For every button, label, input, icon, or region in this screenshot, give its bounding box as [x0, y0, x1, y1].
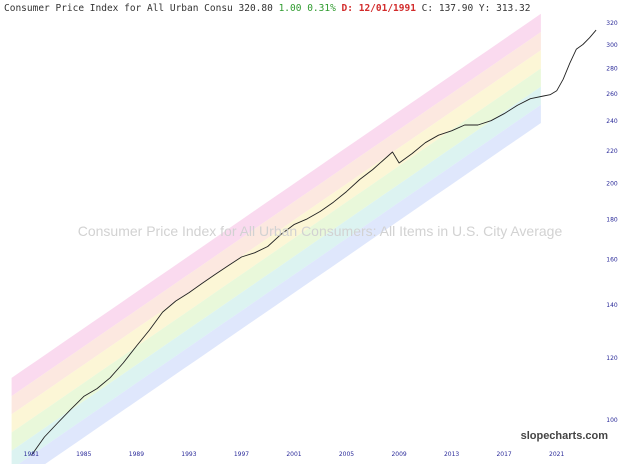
- x-tick-label: 2005: [339, 451, 354, 458]
- close-value: 137.90: [438, 3, 474, 14]
- rainbow-band-stripe: [11, 68, 541, 451]
- x-tick-label: 1989: [129, 451, 144, 458]
- rainbow-band-stripe: [11, 50, 541, 433]
- y-value: 313.32: [496, 3, 531, 14]
- y-tick-label: 160: [606, 257, 618, 264]
- price-change: 1.00: [278, 3, 302, 14]
- y-tick-label: 240: [606, 118, 618, 125]
- y-tick-label: 180: [606, 216, 618, 223]
- close-label: C:: [421, 3, 434, 14]
- cpi-series-line: [30, 29, 597, 456]
- price-change-percent: 0.31%: [307, 3, 336, 14]
- rainbow-band-stripe: [11, 32, 541, 415]
- y-tick-label: 140: [606, 302, 618, 309]
- y-tick-label: 200: [606, 180, 618, 187]
- rainbow-band-stripe: [11, 86, 541, 468]
- series-path: [30, 29, 597, 456]
- y-tick-label: 320: [606, 20, 618, 27]
- x-tick-label: 2021: [549, 451, 564, 458]
- rainbow-band-stripe: [12, 104, 541, 468]
- x-tick-label: 1997: [234, 451, 249, 458]
- y-tick-label: 120: [606, 355, 618, 362]
- cursor-date: 12/01/1991: [358, 3, 416, 14]
- date-label: D:: [341, 3, 353, 14]
- y-tick-label: 280: [606, 66, 618, 73]
- x-tick-label: 1993: [181, 451, 196, 458]
- last-price: 320.80: [238, 3, 273, 14]
- x-tick-label: 2013: [444, 451, 459, 458]
- rainbow-band: [11, 13, 541, 468]
- y-tick-label: 300: [606, 42, 618, 49]
- chart-title-watermark: Consumer Price Index for All Urban Consu…: [77, 223, 563, 239]
- y-axis: 100 120 140 160 180 200 220 240 260 280 300 320: [606, 20, 618, 424]
- y-tick-label: 260: [606, 91, 618, 98]
- x-axis: 1981 1985 1989 1993 1997 2001 2005 2009 2013 2017…: [24, 451, 565, 458]
- brand-logo: slopecharts.com: [520, 430, 608, 442]
- y-label: Y:: [478, 3, 491, 14]
- rainbow-band-stripe: [11, 13, 541, 397]
- x-tick-label: 2009: [391, 451, 406, 458]
- x-tick-label: 1981: [24, 451, 39, 458]
- symbol-header: Consumer Price Index for All Urban Consu…: [4, 2, 530, 16]
- y-tick-label: 220: [606, 148, 618, 155]
- x-tick-label: 2001: [286, 451, 301, 458]
- y-tick-label: 100: [606, 417, 618, 424]
- symbol-name: Consumer Price Index for All Urban Consu: [4, 3, 233, 14]
- x-tick-label: 1985: [76, 451, 91, 458]
- x-tick-label: 2017: [496, 451, 511, 458]
